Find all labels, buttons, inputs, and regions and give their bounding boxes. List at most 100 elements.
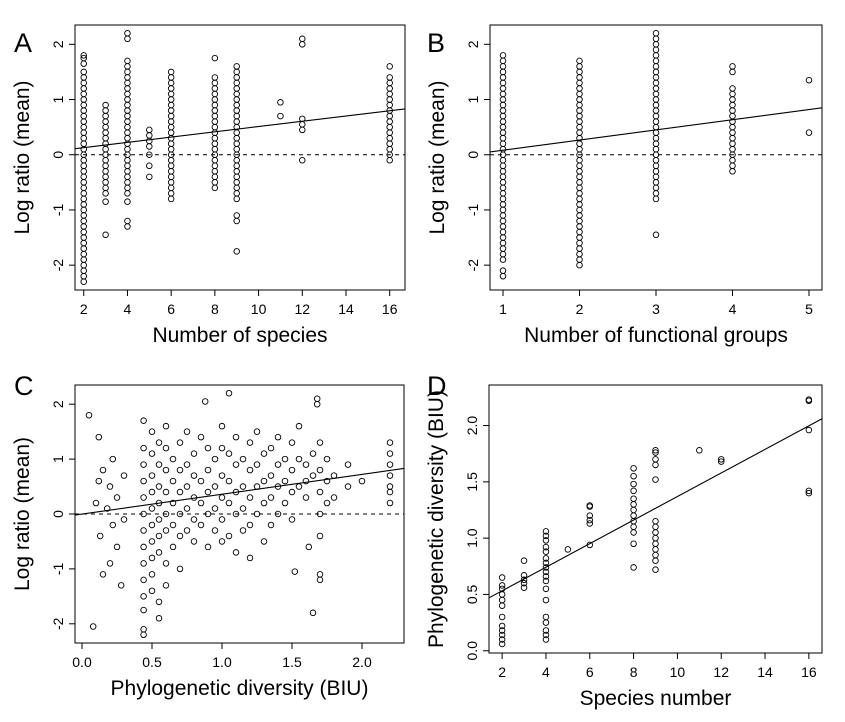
data-point <box>233 162 240 170</box>
data-point <box>232 510 240 518</box>
data-point <box>652 461 659 469</box>
data-point <box>167 184 175 192</box>
data-point <box>542 528 550 535</box>
y-tick-label: 1.5 <box>464 472 480 492</box>
data-point <box>225 499 233 507</box>
data-point <box>386 488 394 496</box>
data-point <box>167 118 175 125</box>
data-point <box>386 140 393 147</box>
data-point <box>316 510 324 518</box>
data-point <box>576 57 583 65</box>
data-point <box>542 613 550 621</box>
data-point <box>288 466 296 474</box>
data-point <box>542 543 550 551</box>
data-point <box>295 483 303 490</box>
data-point <box>140 417 147 424</box>
y-tick-label: 2 <box>50 400 66 408</box>
data-point <box>576 184 583 192</box>
data-point <box>146 173 153 181</box>
data-point <box>260 538 268 545</box>
data-point <box>729 168 736 175</box>
data-point <box>80 107 87 114</box>
data-point <box>630 540 637 548</box>
data-point <box>652 79 660 87</box>
y-tick-label: -1 <box>50 562 66 575</box>
data-point <box>576 217 583 225</box>
data-point <box>162 466 170 474</box>
data-point <box>576 140 583 147</box>
data-point <box>211 129 219 136</box>
data-point <box>498 574 506 581</box>
data-point <box>167 79 175 87</box>
data-point <box>183 428 191 435</box>
data-point <box>140 626 147 633</box>
data-point <box>113 543 121 551</box>
data-point <box>576 245 583 252</box>
data-point <box>576 74 583 81</box>
data-point <box>344 483 352 490</box>
data-point <box>124 85 131 92</box>
data-point <box>499 228 507 236</box>
panel-b: B 1 2 3 4 5 -2 -1 0 1 2 Number of functional groups… <box>426 24 823 347</box>
data-point <box>201 398 209 405</box>
data-point <box>218 538 226 545</box>
data-point <box>80 228 87 236</box>
data-point <box>167 101 175 109</box>
data-point <box>652 101 660 109</box>
y-tick-label: 0 <box>465 151 481 159</box>
data-point <box>542 596 550 604</box>
data-point <box>169 477 177 485</box>
data-point <box>124 173 131 181</box>
data-point <box>652 63 660 70</box>
data-point <box>542 627 550 634</box>
data-point <box>274 433 282 441</box>
data-point <box>102 162 109 170</box>
data-point <box>542 577 550 585</box>
data-point <box>586 503 594 510</box>
data-point <box>542 619 550 626</box>
data-point <box>197 433 205 441</box>
data-point <box>140 444 147 452</box>
data-point <box>386 112 393 120</box>
x-tick-label: 3 <box>652 301 660 317</box>
x-tick-label: 5 <box>805 301 813 317</box>
data-point <box>499 173 507 181</box>
data-point <box>233 248 240 255</box>
data-point <box>652 112 660 120</box>
data-point <box>167 168 175 175</box>
data-point <box>499 68 507 76</box>
data-point <box>542 564 550 571</box>
data-point <box>498 640 506 648</box>
data-point <box>302 461 310 468</box>
data-point <box>564 546 572 553</box>
data-point <box>155 439 163 446</box>
data-point <box>239 505 247 512</box>
data-point <box>260 477 268 485</box>
data-point <box>267 494 275 501</box>
data-point <box>499 107 507 114</box>
data-point <box>162 488 170 496</box>
data-point <box>80 60 87 67</box>
data-point <box>630 512 637 519</box>
data-point <box>652 85 660 92</box>
data-point <box>630 495 637 502</box>
y-tick-label: 2 <box>465 40 481 48</box>
data-point <box>498 636 506 643</box>
data-point <box>542 537 550 544</box>
data-point <box>190 450 198 457</box>
x-tick-label: 10 <box>670 664 686 680</box>
data-point <box>140 494 147 501</box>
panel-letter: C <box>14 371 34 401</box>
data-point <box>542 636 550 643</box>
data-point <box>95 477 103 485</box>
data-point <box>576 129 583 136</box>
panel-letter: B <box>427 28 445 58</box>
data-point <box>805 397 813 405</box>
data-point <box>211 483 219 490</box>
data-point <box>140 631 147 639</box>
data-point <box>652 476 659 483</box>
data-point <box>576 101 583 109</box>
data-point <box>542 559 550 567</box>
data-point <box>146 143 153 150</box>
data-point <box>630 564 637 571</box>
